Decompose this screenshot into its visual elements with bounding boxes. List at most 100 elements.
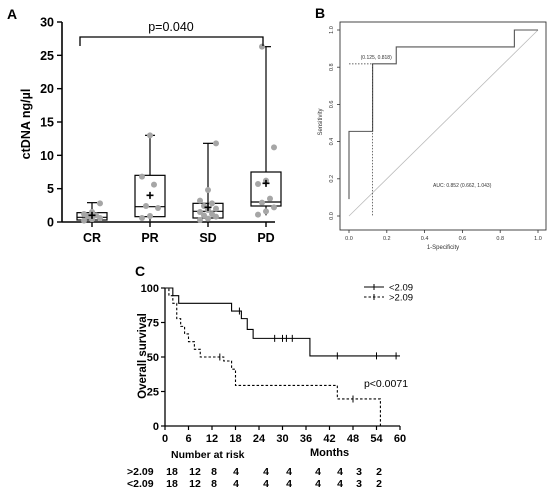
risk-value: 4 (263, 478, 269, 490)
panel-c-ylabel: Overall survival (137, 313, 149, 399)
data-point (209, 211, 215, 217)
data-point (205, 215, 211, 222)
panel-b-x-tick-label: 0.8 (496, 236, 504, 242)
data-point (263, 208, 269, 215)
panel-b-y-tick-label: 0.2 (329, 175, 335, 183)
panel-c-y-tick-label: 100 (141, 283, 159, 295)
data-point (97, 200, 103, 207)
panel-c-x-tick-label: 12 (206, 433, 218, 445)
data-point (201, 212, 207, 219)
panel-c-x-tick-label: 48 (347, 433, 359, 445)
data-point (213, 205, 219, 212)
panel-a-y-tick-label: 5 (47, 182, 54, 196)
panel-c-x-tick-label: 36 (300, 433, 312, 445)
data-point (151, 181, 157, 188)
risk-value: 18 (166, 466, 178, 478)
data-point (267, 195, 273, 202)
data-point (143, 203, 149, 209)
panel-c-y-tick-label: 25 (147, 387, 159, 399)
panel-c-y-tick-label: 0 (153, 421, 159, 433)
risk-value: 2 (376, 466, 382, 478)
panel-b-label: B (315, 5, 325, 21)
risk-value: 4 (337, 466, 343, 478)
data-point (197, 217, 203, 223)
panel-b-x-tick-label: 0.2 (383, 236, 391, 242)
panel-c-y-tick-label: 50 (147, 352, 159, 364)
risk-value: 4 (286, 466, 292, 478)
risk-value: 3 (356, 466, 362, 478)
risk-value: 4 (263, 466, 269, 478)
risk-row-label: <2.09 (127, 478, 154, 490)
risk-value: 4 (315, 478, 321, 490)
data-point (255, 211, 261, 218)
panel-b-x-tick-label: 1.0 (534, 236, 542, 242)
data-point (255, 181, 261, 187)
risk-value: 2 (376, 478, 382, 490)
data-point (197, 197, 203, 204)
panel-a-x-tick-label: PR (141, 231, 158, 245)
risk-value: 8 (211, 466, 217, 478)
risk-value: 4 (286, 478, 292, 490)
mean-marker (204, 203, 212, 211)
roc-curve (348, 29, 538, 200)
panel-a-y-tick-label: 0 (47, 216, 54, 230)
reference-diagonal (348, 29, 539, 217)
panel-c-x-tick-label: 54 (370, 433, 383, 445)
survival-curve-high (165, 287, 385, 427)
cutoff-label: (0.125, 0.818) (361, 55, 392, 61)
data-point (139, 215, 145, 221)
panel-c-x-tick-label: 60 (394, 433, 406, 445)
panel-a-ylabel: ctDNA ng/µl (19, 89, 33, 160)
panel-c-label: C (135, 263, 145, 279)
risk-row-label: >2.09 (127, 466, 154, 478)
panel-b-x-tick-label: 0.0 (345, 236, 353, 242)
legend-label-high: >2.09 (389, 293, 413, 304)
data-point (259, 199, 265, 206)
panel-b-y-tick-label: 0.6 (329, 101, 335, 109)
panel-c: C Overall survival 0 6 12 18 24 30 36 42 48 54 600… (127, 263, 413, 490)
panel-b-ylabel: Sensitivity (318, 108, 324, 135)
panel-b: B Sensitivity 1-Specificity 0.0 0.0 0.2 0.2… (315, 5, 547, 251)
panel-c-pvalue: p<0.0071 (364, 378, 408, 390)
panel-b-y-tick-label: 0.0 (329, 212, 335, 220)
panel-b-x-tick-label: 0.6 (459, 236, 467, 242)
data-point (259, 43, 265, 50)
panel-b-xlabel: 1-Specificity (427, 245, 459, 251)
panel-a-x-tick-label: PD (257, 231, 274, 245)
data-point (155, 205, 161, 211)
box-pd (250, 43, 282, 218)
mean-marker (146, 191, 154, 199)
panel-b-y-tick-label: 1.0 (329, 26, 335, 34)
data-point (213, 140, 219, 147)
risk-value: 4 (315, 466, 321, 478)
legend-label-low: <2.09 (389, 283, 413, 294)
data-point (197, 209, 203, 215)
panel-b-y-tick-label: 0.8 (329, 63, 335, 71)
panel-c-x-tick-label: 18 (229, 433, 241, 445)
data-point (81, 211, 87, 217)
risk-value: 4 (337, 478, 343, 490)
survival-curve-low (165, 287, 400, 357)
risk-value: 4 (233, 466, 239, 478)
panel-a-y-tick-label: 15 (40, 116, 54, 130)
panel-c-xlabel: Months (310, 447, 349, 459)
panel-a: A ctDNA ng/µl 0 5 10 15 20 25 30 CR PR SD PD p=0.… (7, 6, 282, 245)
risk-value: 12 (189, 478, 201, 490)
risk-value: 3 (356, 478, 362, 490)
panel-b-frame (339, 21, 547, 231)
data-point (147, 213, 153, 219)
box-sd (192, 140, 224, 223)
risk-table-header: Number at risk (171, 449, 245, 461)
panel-c-x-tick-label: 6 (185, 433, 191, 445)
panel-a-y-tick-label: 30 (40, 16, 54, 30)
data-point (205, 187, 211, 193)
panel-a-x-tick-label: SD (199, 231, 216, 245)
mean-marker (262, 179, 270, 187)
iqr-box (250, 171, 282, 207)
data-point (271, 144, 277, 151)
data-point (139, 173, 145, 180)
panel-c-x-tick-label: 42 (323, 433, 335, 445)
data-point (81, 217, 87, 224)
panel-c-y-tick-label: 75 (147, 318, 159, 330)
